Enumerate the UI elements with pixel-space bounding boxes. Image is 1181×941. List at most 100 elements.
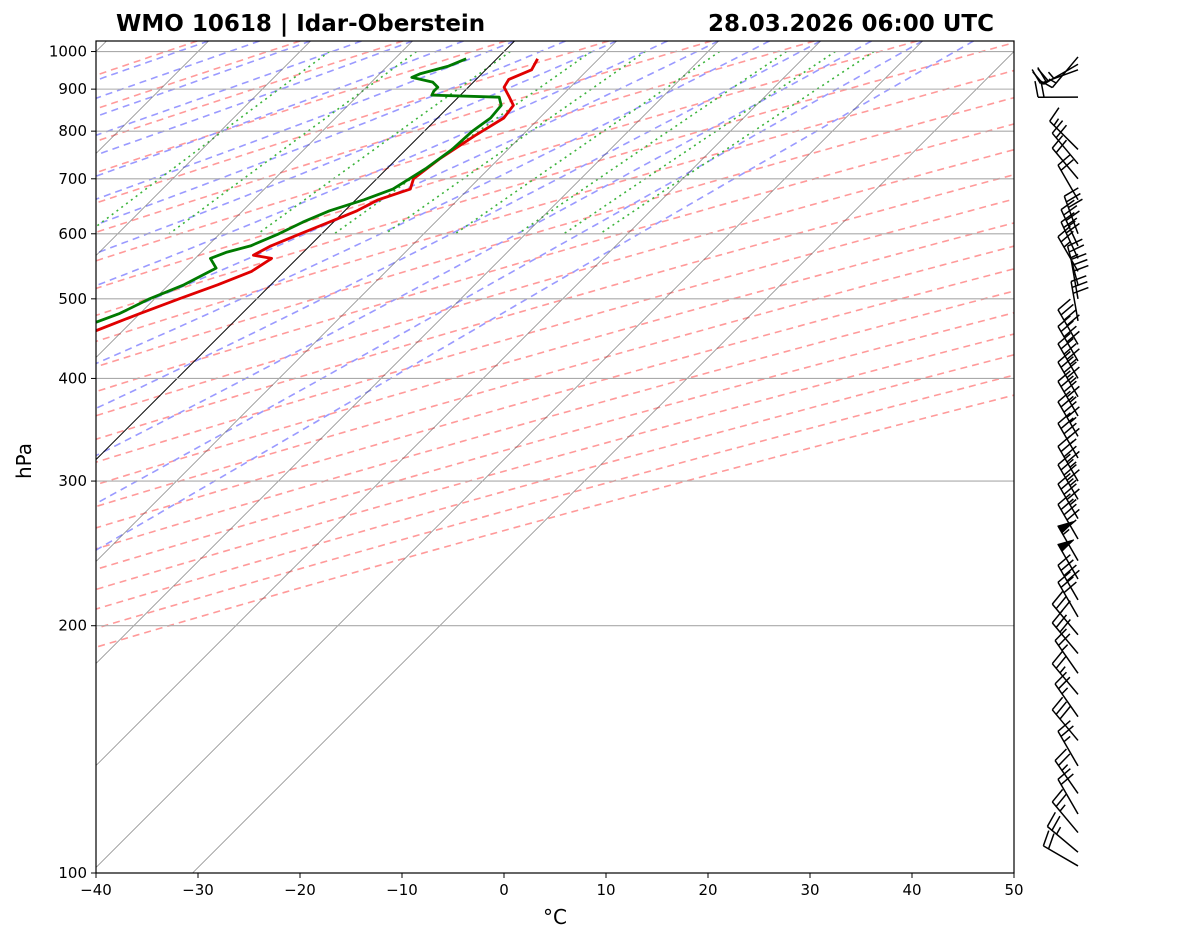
wind-barb — [1054, 628, 1079, 674]
y-tick-label: 900 — [58, 80, 87, 98]
isotherm — [96, 41, 821, 767]
wind-barb — [1057, 350, 1080, 398]
x-tick-label: −20 — [284, 881, 316, 899]
wind-barb — [1057, 768, 1079, 815]
dry-adiabat — [96, 96, 1014, 368]
dry-adiabat — [96, 245, 1014, 508]
wind-barb — [1057, 370, 1080, 417]
wind-barb — [1057, 554, 1080, 601]
isotherm — [96, 41, 719, 665]
wind-barb — [1046, 811, 1079, 853]
wind-barb — [1054, 671, 1079, 718]
y-tick-label: 800 — [58, 122, 87, 140]
x-tick-label: 30 — [800, 881, 819, 899]
dry-adiabat — [96, 268, 1014, 529]
wind-barb — [1049, 107, 1079, 150]
x-tick-label: 0 — [499, 881, 509, 899]
moist-adiabat — [96, 41, 872, 457]
moist-adiabat — [96, 41, 668, 287]
moist-adiabat — [96, 41, 209, 82]
wind-barb — [1057, 720, 1079, 767]
background-lines — [0, 41, 1014, 873]
dry-adiabat — [96, 198, 1014, 464]
dry-adiabat — [96, 173, 1014, 441]
dry-adiabat — [96, 123, 1014, 393]
y-tick-label: 100 — [58, 864, 87, 882]
wind-barb — [1057, 315, 1080, 362]
moist-adiabat — [96, 41, 923, 505]
wind-barb — [1057, 539, 1079, 580]
dry-adiabat — [96, 41, 609, 204]
x-tick-label: 20 — [698, 881, 717, 899]
mixing-ratio-line — [517, 50, 787, 235]
plot-frame — [95, 40, 1015, 874]
dry-adiabat — [96, 222, 1014, 486]
wind-barbs — [1031, 56, 1089, 867]
x-tick-label: −40 — [80, 881, 112, 899]
wind-barb — [1051, 120, 1079, 165]
wind-barb — [1034, 81, 1079, 98]
dry-adiabat — [96, 69, 1014, 343]
x-axis-label: °C — [543, 905, 567, 929]
moist-adiabat — [96, 41, 974, 551]
wind-barb — [1057, 225, 1079, 272]
wind-barb — [1042, 830, 1079, 867]
moist-adiabat — [96, 41, 464, 178]
isotherm — [96, 41, 617, 563]
dry-adiabat — [96, 41, 1014, 317]
dry-adiabat — [96, 41, 404, 143]
dry-adiabat — [96, 353, 1014, 610]
isotherm — [96, 41, 923, 869]
y-tick-label: 400 — [58, 369, 87, 387]
dry-adiabat — [96, 41, 301, 110]
dry-adiabat — [96, 148, 1014, 417]
wind-barb — [1057, 571, 1079, 618]
wind-barb — [1051, 696, 1079, 741]
moist-adiabat — [96, 41, 770, 365]
x-tick-label: −30 — [182, 881, 214, 899]
mixing-ratio-line — [257, 50, 511, 235]
dry-adiabat — [96, 394, 1014, 649]
y-tick-label: 200 — [58, 617, 87, 635]
moist-adiabat — [96, 41, 311, 118]
moist-adiabat — [96, 41, 413, 156]
dry-adiabat — [96, 41, 507, 174]
zero-isotherm — [96, 41, 515, 461]
dry-adiabat — [96, 290, 1014, 550]
moist-adiabat — [96, 41, 362, 137]
dewpoint-profile — [96, 57, 503, 324]
x-tick-label: 40 — [902, 881, 921, 899]
wind-barb — [1051, 135, 1079, 180]
wind-barb — [1051, 650, 1079, 695]
y-axis-label: hPa — [12, 443, 36, 479]
y-tick-label: 1000 — [49, 43, 87, 61]
mixing-ratio-line — [563, 50, 836, 235]
wind-barb — [1063, 187, 1083, 235]
wind-barb — [1054, 748, 1079, 794]
x-tick-label: −10 — [386, 881, 418, 899]
y-tick-label: 700 — [58, 170, 87, 188]
isotherm — [96, 41, 413, 359]
temperature-profile — [96, 58, 539, 333]
x-tick-label: 10 — [596, 881, 615, 899]
wind-barb — [1060, 212, 1080, 259]
wind-barb — [1070, 275, 1089, 322]
dry-adiabat — [96, 311, 1014, 571]
dry-adiabat — [96, 333, 1014, 591]
y-tick-label: 300 — [58, 472, 87, 490]
dry-adiabat — [96, 374, 1014, 630]
chart-title-time: 28.03.2026 06:00 UTC — [708, 11, 994, 37]
x-tick-label: 50 — [1004, 881, 1023, 899]
dry-adiabat — [96, 41, 815, 262]
moist-adiabat — [96, 41, 821, 410]
isotherm — [192, 51, 1014, 873]
wind-barb — [1057, 390, 1080, 437]
wind-barb — [1051, 788, 1079, 834]
moist-adiabat — [96, 41, 566, 226]
sounding-profiles — [96, 57, 539, 333]
y-tick-label: 600 — [58, 225, 87, 243]
isotherm — [0, 41, 5, 873]
wind-barb — [1057, 153, 1079, 201]
axes: −40 −30 −20 −10 0 10 20 30 40 50 1000 900 800 700 600 5… — [49, 43, 1024, 899]
